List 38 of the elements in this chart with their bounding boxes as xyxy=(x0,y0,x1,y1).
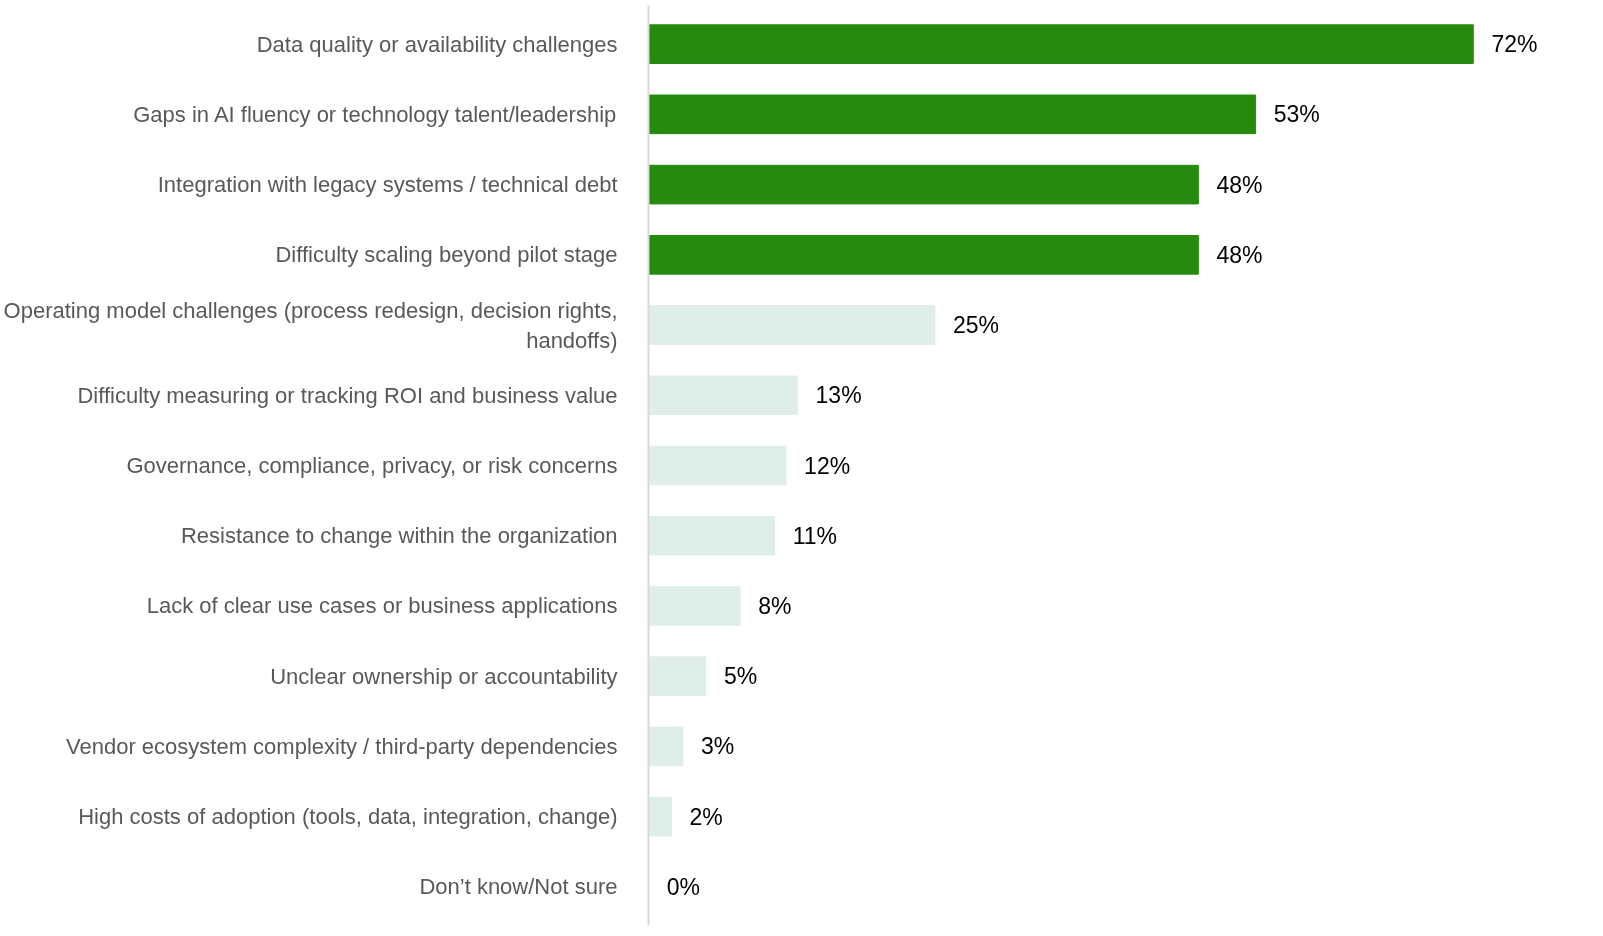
y-tick-label: Difficulty measuring or tracking ROI and business value xyxy=(77,382,618,408)
data-label: 0% xyxy=(666,873,700,900)
data-label: 3% xyxy=(701,733,735,760)
y-tick-label: Vendor ecosystem complexity / third-party dependencies xyxy=(66,733,618,759)
bar xyxy=(648,586,741,626)
data-label: 5% xyxy=(723,663,758,690)
bar xyxy=(648,164,1199,205)
bar xyxy=(648,305,936,345)
y-tick-label: Don’t know/Not sure xyxy=(419,874,618,900)
bar xyxy=(648,656,707,696)
data-label: 8% xyxy=(758,592,792,619)
y-tick-label: Resistance to change within the organization xyxy=(180,523,618,549)
data-label: 2% xyxy=(689,803,723,830)
y-tick-label: Difficulty scaling beyond pilot stage xyxy=(275,242,618,268)
data-label: 48% xyxy=(1216,171,1263,198)
data-label: 53% xyxy=(1273,101,1320,128)
bar xyxy=(648,445,787,486)
bar xyxy=(648,235,1199,275)
data-label: 11% xyxy=(792,522,837,549)
bar xyxy=(648,24,1474,64)
data-label: 12% xyxy=(804,452,851,479)
y-tick-label: Gaps in AI fluency or technology talent/leadership xyxy=(133,101,617,127)
y-tick-label: Operating model challenges (process redesign, decision rights, handoffs) xyxy=(3,297,618,353)
bar xyxy=(648,515,776,556)
y-tick-label: Data quality or availability challenges xyxy=(256,31,618,57)
y-tick-label: Lack of clear use cases or business applications xyxy=(146,593,618,619)
data-label: 72% xyxy=(1491,31,1538,58)
bar xyxy=(648,796,672,837)
y-tick-label: Governance, compliance, privacy, or risk concerns xyxy=(126,453,618,478)
data-label: 25% xyxy=(953,312,1000,339)
y-tick-label: Unclear ownership or accountability xyxy=(270,663,618,689)
y-tick-label: Integration with legacy systems / technical debt xyxy=(157,172,618,198)
data-label: 48% xyxy=(1216,241,1263,268)
bar xyxy=(648,726,684,767)
bar xyxy=(648,94,1257,135)
y-tick-label: High costs of adoption (tools, data, integration, change) xyxy=(78,804,618,830)
data-label: 13% xyxy=(815,382,862,409)
bar xyxy=(648,375,798,416)
